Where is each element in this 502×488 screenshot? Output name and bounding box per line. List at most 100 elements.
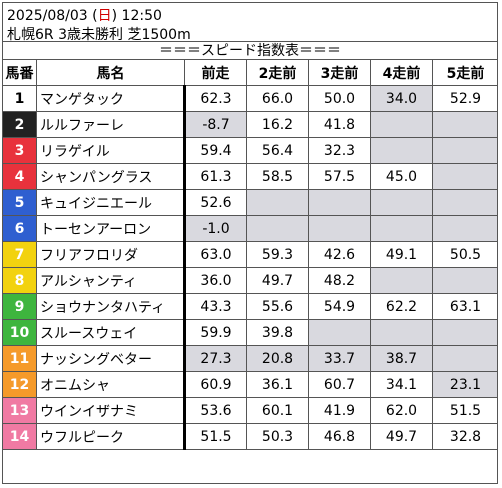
speed-index-cell: 20.8 <box>246 345 309 372</box>
speed-index-cell: 32.8 <box>432 423 497 450</box>
speed-index-cell <box>432 163 497 190</box>
speed-index-cell: 57.5 <box>308 163 371 190</box>
speed-index-cell <box>308 215 371 242</box>
speed-index-cell: 50.5 <box>432 241 497 268</box>
table-row: 1 マンゲタック 62.3 66.0 50.0 34.0 52.9 <box>3 85 497 112</box>
speed-index-cell: 52.9 <box>432 85 497 112</box>
speed-index-cell <box>432 215 497 242</box>
column-header-3-races-ago: 3走前 <box>308 59 371 86</box>
race-weekday: 日 <box>97 8 112 24</box>
column-header-2-races-ago: 2走前 <box>246 59 309 86</box>
horse-number-cell: 14 <box>3 423 37 450</box>
speed-index-cell <box>432 267 497 294</box>
table-row: 10 スルースウェイ 59.9 39.8 <box>3 319 497 346</box>
horse-number-cell: 7 <box>3 241 37 268</box>
speed-index-cell: 41.8 <box>308 111 371 138</box>
table-row: 5 キュイジニエール 52.6 <box>3 189 497 216</box>
horse-number-cell: 1 <box>3 85 37 112</box>
speed-index-cell: 66.0 <box>246 85 309 112</box>
speed-index-cell <box>370 189 433 216</box>
speed-index-cell: 34.1 <box>370 371 433 398</box>
speed-index-cell: -1.0 <box>183 215 247 242</box>
weekday-close: ) <box>111 8 118 24</box>
speed-index-cell <box>370 111 433 138</box>
horse-number-cell: 3 <box>3 137 37 164</box>
speed-index-cell: 49.7 <box>246 267 309 294</box>
speed-index-cell <box>370 137 433 164</box>
horse-name-cell: アルシャンティ <box>36 267 185 294</box>
speed-index-cell: 61.3 <box>183 163 247 190</box>
horse-name-cell: ナッシングベター <box>36 345 185 372</box>
horse-name-cell: キュイジニエール <box>36 189 185 216</box>
table-body: 1 マンゲタック 62.3 66.0 50.0 34.0 52.9 2 ルルファーレ -8.7 16… <box>3 85 497 450</box>
speed-index-cell: 36.1 <box>246 371 309 398</box>
speed-index-cell <box>432 319 497 346</box>
horse-name-cell: リラゲイル <box>36 137 185 164</box>
table-row: 4 シャンパングラス 61.3 58.5 57.5 45.0 <box>3 163 497 190</box>
horse-name-cell: ウフルピーク <box>36 423 185 450</box>
speed-index-cell: 41.9 <box>308 397 371 424</box>
speed-index-cell: 48.2 <box>308 267 371 294</box>
column-header-number: 馬番 <box>3 59 37 86</box>
speed-index-cell: 32.3 <box>308 137 371 164</box>
horse-name-cell: ウインイザナミ <box>36 397 185 424</box>
table-row: 13 ウインイザナミ 53.6 60.1 41.9 62.0 51.5 <box>3 397 497 424</box>
horse-name-cell: マンゲタック <box>36 85 185 112</box>
speed-index-cell <box>308 189 371 216</box>
speed-index-cell: 16.2 <box>246 111 309 138</box>
speed-index-cell: 53.6 <box>183 397 247 424</box>
speed-index-cell: 63.1 <box>432 293 497 320</box>
speed-index-cell <box>246 215 309 242</box>
table-row: 2 ルルファーレ -8.7 16.2 41.8 <box>3 111 497 138</box>
horse-number-cell: 5 <box>3 189 37 216</box>
table-row: 6 トーセンアーロン -1.0 <box>3 215 497 242</box>
horse-name-cell: ルルファーレ <box>36 111 185 138</box>
horse-number-cell: 9 <box>3 293 37 320</box>
speed-index-cell: 23.1 <box>432 371 497 398</box>
speed-index-cell: 45.0 <box>370 163 433 190</box>
speed-index-table: 馬番 馬名 前走 2走前 3走前 4走前 5走前 1 マンゲタック 62.3 66.0… <box>3 59 497 450</box>
table-row: 7 フリアフロリダ 63.0 59.3 42.6 49.1 50.5 <box>3 241 497 268</box>
column-header-last-race: 前走 <box>184 59 247 86</box>
column-header-4-races-ago: 4走前 <box>370 59 433 86</box>
table-banner: ＝＝＝スピード指数表＝＝＝ <box>3 41 497 60</box>
speed-index-cell: 51.5 <box>183 423 247 450</box>
speed-index-cell <box>432 137 497 164</box>
horse-number-cell: 10 <box>3 319 37 346</box>
speed-index-cell: 52.6 <box>183 189 247 216</box>
table-row: 3 リラゲイル 59.4 56.4 32.3 <box>3 137 497 164</box>
horse-name-cell: トーセンアーロン <box>36 215 185 242</box>
speed-index-cell <box>432 345 497 372</box>
horse-number-cell: 6 <box>3 215 37 242</box>
table-row: 14 ウフルピーク 51.5 50.3 46.8 49.7 32.8 <box>3 423 497 450</box>
speed-index-cell: 38.7 <box>370 345 433 372</box>
horse-number-cell: 8 <box>3 267 37 294</box>
speed-index-card: 2025/08/03 (日) 12:50 札幌6R 3歳未勝利 芝1500m ＝… <box>2 2 498 484</box>
speed-index-cell: 59.4 <box>183 137 247 164</box>
horse-number-cell: 4 <box>3 163 37 190</box>
speed-index-cell: 62.3 <box>183 85 247 112</box>
speed-index-cell <box>246 189 309 216</box>
speed-index-cell: 43.3 <box>183 293 247 320</box>
speed-index-cell: 49.7 <box>370 423 433 450</box>
speed-index-cell: 54.9 <box>308 293 371 320</box>
speed-index-cell: 39.8 <box>246 319 309 346</box>
race-date: 2025/08/03 <box>7 8 88 24</box>
speed-index-cell: 59.9 <box>183 319 247 346</box>
horse-name-cell: シャンパングラス <box>36 163 185 190</box>
race-header: 2025/08/03 (日) 12:50 札幌6R 3歳未勝利 芝1500m <box>3 3 497 43</box>
race-datetime: 2025/08/03 (日) 12:50 <box>7 7 497 26</box>
table-row: 8 アルシャンティ 36.0 49.7 48.2 <box>3 267 497 294</box>
speed-index-cell: 34.0 <box>370 85 433 112</box>
speed-index-cell: 55.6 <box>246 293 309 320</box>
speed-index-cell: 49.1 <box>370 241 433 268</box>
horse-number-cell: 2 <box>3 111 37 138</box>
speed-index-cell: 60.1 <box>246 397 309 424</box>
horse-name-cell: ショウナンタハティ <box>36 293 185 320</box>
speed-index-cell: 56.4 <box>246 137 309 164</box>
header-row: 馬番 馬名 前走 2走前 3走前 4走前 5走前 <box>3 59 497 86</box>
table-row: 9 ショウナンタハティ 43.3 55.6 54.9 62.2 63.1 <box>3 293 497 320</box>
speed-index-cell: 60.7 <box>308 371 371 398</box>
speed-index-cell <box>370 267 433 294</box>
race-time: 12:50 <box>121 8 162 24</box>
